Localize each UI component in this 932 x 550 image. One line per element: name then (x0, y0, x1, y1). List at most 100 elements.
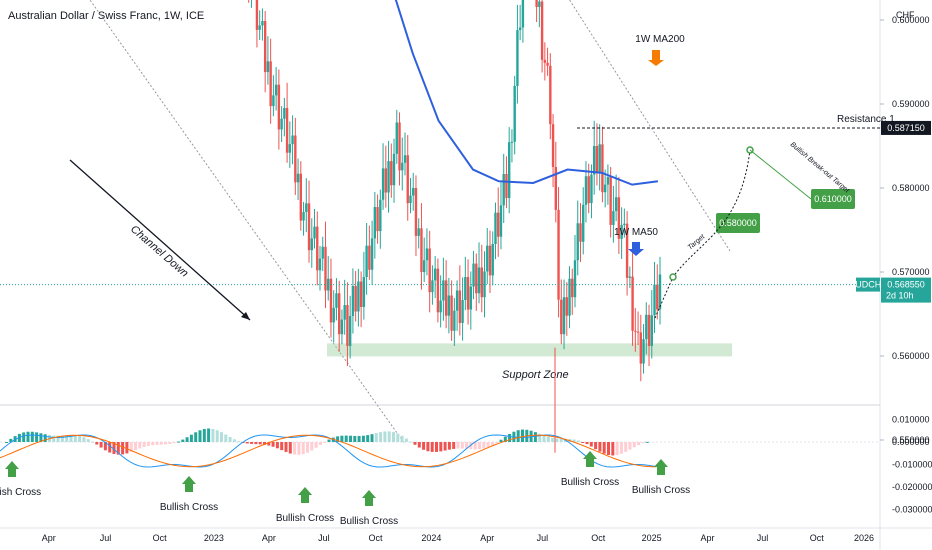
macd-bar (263, 442, 266, 445)
macd-bar (632, 442, 636, 448)
macd-bar (374, 433, 378, 442)
macd-bar (181, 439, 185, 442)
candle-body (483, 271, 486, 298)
x-tick-label: Apr (480, 533, 494, 543)
bullish-cross-arrow-icon (654, 459, 668, 475)
support-zone (327, 343, 732, 357)
candle-body (307, 203, 311, 251)
candle-body (510, 141, 514, 143)
y-tick-label: 0.590000 (892, 99, 930, 109)
candle-body (497, 212, 500, 237)
macd-bar (478, 442, 481, 450)
candle-body (565, 297, 568, 316)
price-badge (881, 120, 931, 135)
macd-bar (207, 428, 211, 442)
candle-body (543, 59, 547, 63)
macd-bar (78, 435, 82, 442)
macd-bar (383, 431, 387, 442)
macd-bar (327, 439, 331, 442)
signal-line (0, 434, 657, 468)
macd-histogram (5, 428, 649, 456)
channel-arrow-head-icon (241, 312, 250, 320)
macd-bar (370, 434, 374, 442)
macd-bar (628, 442, 632, 450)
candle-body (494, 212, 497, 244)
macd-bar (366, 435, 370, 442)
candle-body (584, 176, 588, 205)
macd-bar (615, 442, 619, 456)
candle-body (502, 174, 505, 206)
candle-body (549, 65, 552, 125)
last-price-value: 0.568550 (887, 280, 925, 290)
macd-bar (103, 442, 107, 451)
candle-body (598, 144, 601, 173)
bullish-cross-arrow-icon (5, 461, 19, 477)
macd-bar (546, 436, 550, 442)
bullish-cross-label: Bullish Cross (276, 513, 334, 524)
candle-body (384, 168, 388, 193)
x-tick-label: Apr (262, 533, 276, 543)
symbol-badge-label: AUDCHF (849, 280, 887, 290)
macd-bar (602, 442, 606, 454)
candle-body (390, 161, 393, 186)
candle-body (359, 281, 363, 307)
candle-body (513, 85, 516, 142)
macd-bar (189, 434, 193, 442)
target-node (669, 273, 677, 281)
candle-body (313, 226, 316, 239)
ma50-label: 1W MA50 (614, 227, 658, 238)
macd-bar (73, 435, 77, 442)
candle-body (571, 278, 574, 298)
bullish-cross-label: Bullish Cross (0, 487, 41, 498)
candle-body (631, 276, 634, 331)
macd-bar (22, 432, 26, 442)
macd-bar (224, 434, 228, 442)
macd-bar (35, 432, 39, 442)
candle-body (422, 260, 426, 272)
macd-bar (177, 441, 180, 443)
macd-bar (533, 432, 537, 442)
candle-body (656, 284, 659, 310)
macd-bar (310, 442, 314, 451)
macd-bar (499, 439, 503, 442)
candle-body (381, 168, 385, 200)
bullish-cross-arrow-icon (583, 451, 597, 467)
macd-bar (245, 442, 249, 444)
macd-bar (228, 436, 232, 442)
candle-body (296, 173, 300, 183)
macd-bar (237, 441, 241, 443)
macd-bar (172, 442, 176, 444)
candles-group (248, 0, 662, 382)
macd-bar (641, 442, 645, 444)
macd-bar (159, 442, 163, 445)
macd-bar (430, 442, 434, 452)
macd-bar (456, 442, 460, 449)
candle-body (373, 207, 377, 239)
macd-bar (538, 433, 542, 442)
candle-body (480, 267, 483, 298)
macd-bar (82, 437, 86, 442)
candle-body (288, 144, 292, 153)
candle-body (428, 248, 431, 293)
macd-bar (443, 442, 447, 451)
macd-bar (417, 442, 421, 448)
macd-bar (508, 433, 512, 442)
y-tick-label: 0.550000 (892, 435, 930, 445)
x-tick-label: 2023 (204, 533, 224, 543)
macd-bar (576, 440, 580, 442)
candle-body (477, 267, 481, 294)
candle-body (447, 295, 451, 316)
macd-bar (645, 441, 649, 443)
candle-body (612, 211, 615, 225)
macd-bar (125, 442, 129, 454)
x-tick-label: Oct (153, 533, 168, 543)
macd-bar (357, 435, 361, 442)
macd-bar (607, 442, 610, 455)
y-tick-label: 0.600000 (892, 15, 930, 25)
candle-body (486, 245, 489, 272)
x-tick-label: Jul (100, 533, 112, 543)
candle-body (357, 281, 360, 312)
x-tick-label: Apr (700, 533, 714, 543)
countdown-label: 2d 10h (886, 291, 914, 301)
